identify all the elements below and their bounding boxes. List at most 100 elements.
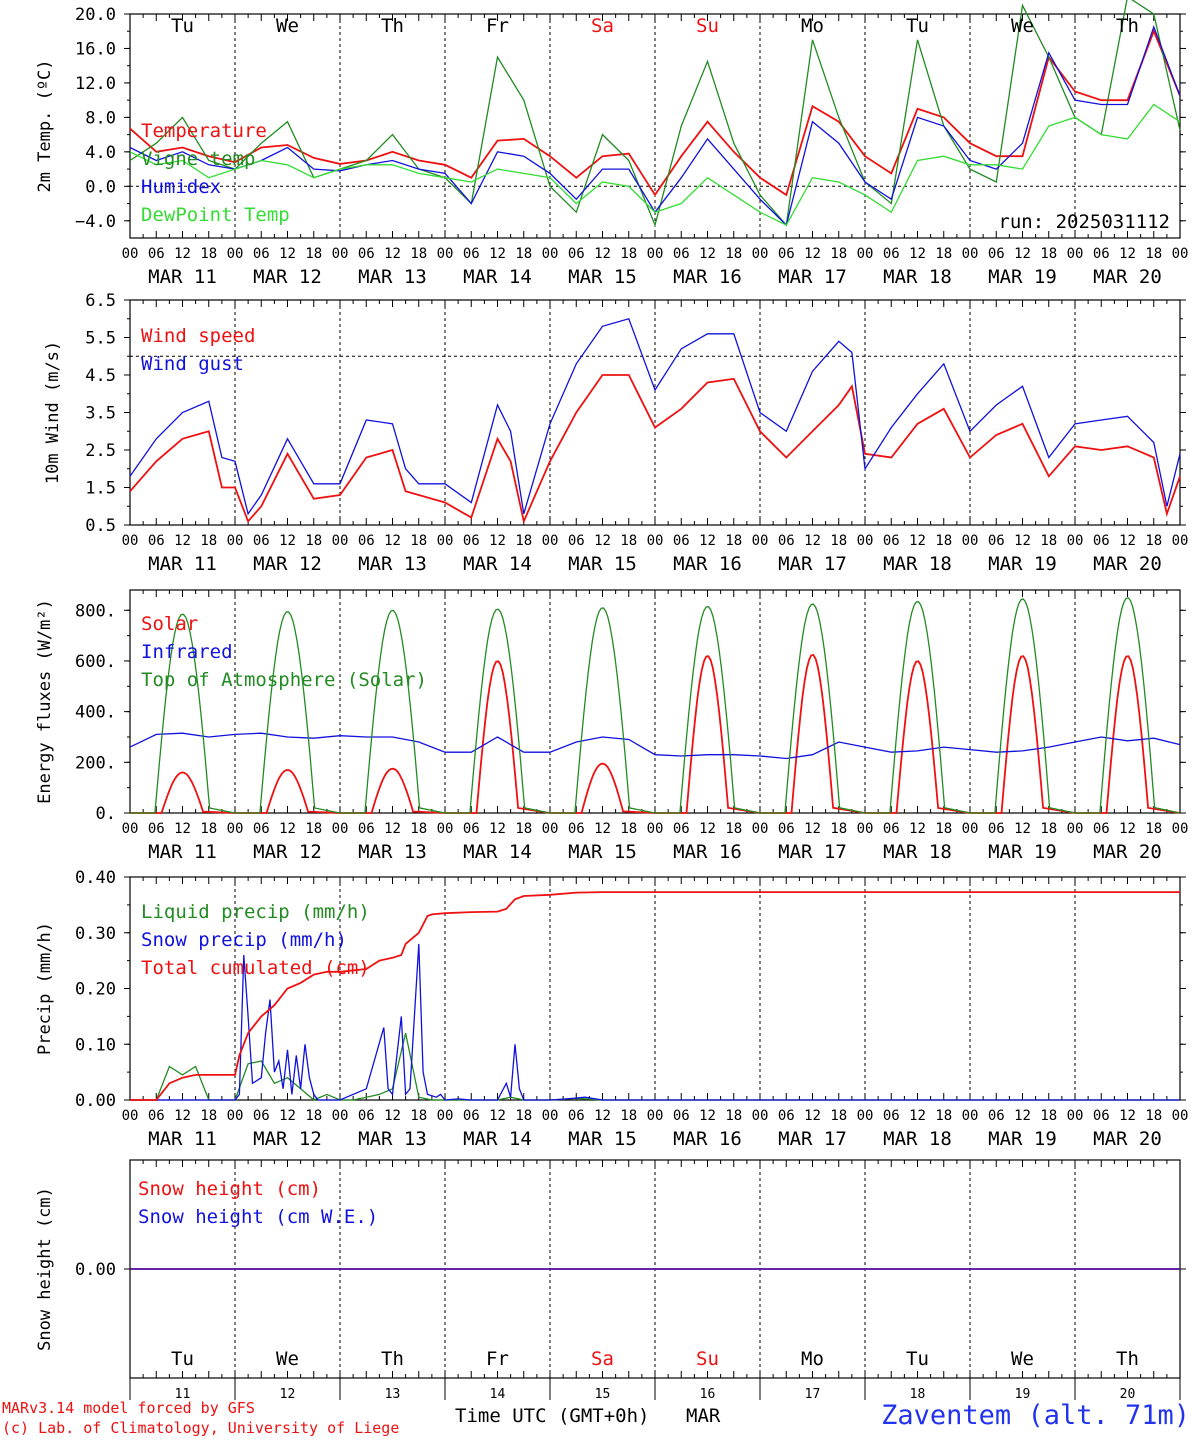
weekday-label: Fr xyxy=(486,1348,509,1370)
x-tick-label: 00 xyxy=(332,533,349,549)
x-tick-label: 12 xyxy=(699,1108,716,1124)
series-line-infrared xyxy=(129,732,1181,760)
series-line-temperature xyxy=(129,28,1181,197)
date-label: MAR 20 xyxy=(1093,1128,1162,1150)
x-tick-label: 00 xyxy=(122,1108,139,1124)
date-label: MAR 13 xyxy=(358,841,427,863)
x-tick-label: 00 xyxy=(122,533,139,549)
x-tick-label: 00 xyxy=(332,821,349,837)
date-label: MAR 18 xyxy=(883,841,952,863)
weekday-label: Th xyxy=(1116,15,1139,37)
y-axis-label: Precip (mm/h) xyxy=(35,922,55,1055)
x-tick-label: 12 xyxy=(804,246,821,262)
x-tick-label: 00 xyxy=(437,533,454,549)
x-tick-label: 06 xyxy=(568,1108,585,1124)
x-tick-label: 00 xyxy=(227,1108,244,1124)
date-label: MAR 16 xyxy=(673,841,742,863)
date-label: MAR 20 xyxy=(1093,266,1162,288)
x-tick-label: 06 xyxy=(358,246,375,262)
x-tick-label: 18 xyxy=(305,821,322,837)
station-label: Zaventem (alt. 71m) xyxy=(881,1400,1190,1431)
x-tick-label: 00 xyxy=(962,246,979,262)
legend-entry: Wind gust xyxy=(141,353,244,375)
x-tick-label: 06 xyxy=(988,821,1005,837)
x-tick-label: 00 xyxy=(647,246,664,262)
y-tick-label: 0.0 xyxy=(85,177,116,197)
x-tick-label: 12 xyxy=(1119,533,1136,549)
day-number-label: 15 xyxy=(595,1387,611,1402)
weekday-label: Sa xyxy=(591,15,614,37)
x-tick-label: 00 xyxy=(1067,246,1084,262)
x-tick-label: 12 xyxy=(909,1108,926,1124)
y-tick-label: 16.0 xyxy=(75,39,116,59)
x-tick-label: 18 xyxy=(935,821,952,837)
x-tick-label: 18 xyxy=(515,246,532,262)
weekday-label: Th xyxy=(381,1348,404,1370)
legend-entry: Top of Atmosphere (Solar) xyxy=(141,669,427,691)
x-tick-label: 00 xyxy=(542,533,559,549)
x-tick-label: 12 xyxy=(1014,533,1031,549)
date-label: MAR 19 xyxy=(988,266,1057,288)
lab-credit: (c) Lab. of Climatology, University of L… xyxy=(2,1419,400,1437)
x-tick-label: 06 xyxy=(1093,1108,1110,1124)
date-label: MAR 20 xyxy=(1093,553,1162,575)
x-tick-label: 00 xyxy=(962,533,979,549)
weekday-label: Sa xyxy=(591,1348,614,1370)
panel-energy: 0. 200. 400. 600. 800. Energy fluxes (W/m²) 00… xyxy=(35,589,1188,863)
y-tick-label: 0.00 xyxy=(75,1091,116,1111)
x-tick-label: 18 xyxy=(620,246,637,262)
x-tick-label: 00 xyxy=(227,821,244,837)
y-tick-label: 3.5 xyxy=(85,404,116,424)
x-tick-label: 18 xyxy=(935,246,952,262)
x-tick-label: 00 xyxy=(1067,533,1084,549)
x-tick-label: 18 xyxy=(1145,246,1162,262)
x-tick-label: 06 xyxy=(988,246,1005,262)
x-tick-label: 06 xyxy=(148,533,165,549)
x-tick-label: 06 xyxy=(568,533,585,549)
x-tick-label: 00 xyxy=(857,533,874,549)
y-tick-label: 200. xyxy=(75,753,116,773)
date-label: MAR 12 xyxy=(253,266,322,288)
x-tick-label: 18 xyxy=(1145,533,1162,549)
y-tick-label: 12.0 xyxy=(75,74,116,94)
x-tick-label: 12 xyxy=(384,821,401,837)
x-tick-label: 18 xyxy=(515,533,532,549)
x-tick-label: 18 xyxy=(620,533,637,549)
x-tick-label: 18 xyxy=(200,533,217,549)
run-label: run: 2025031112 xyxy=(998,211,1170,233)
x-tick-label: 06 xyxy=(1093,821,1110,837)
day-number-label: 16 xyxy=(700,1387,716,1402)
x-tick-label: 12 xyxy=(909,246,926,262)
x-tick-label: 06 xyxy=(988,1108,1005,1124)
x-tick-label: 00 xyxy=(752,821,769,837)
date-label: MAR 19 xyxy=(988,841,1057,863)
x-tick-label: 18 xyxy=(305,533,322,549)
weekday-label: Fr xyxy=(486,15,509,37)
y-tick-label: 1.5 xyxy=(85,479,116,499)
x-tick-label: 12 xyxy=(594,533,611,549)
panel-wind: 0.5 1.5 2.5 3.5 4.5 5.5 6.5 10m Wind (m/s) 00 06 1… xyxy=(43,291,1188,575)
x-tick-label: 12 xyxy=(279,1108,296,1124)
month-label: MAR xyxy=(686,1405,721,1427)
x-tick-label: 12 xyxy=(489,1108,506,1124)
x-tick-label: 18 xyxy=(410,533,427,549)
x-tick-label: 00 xyxy=(332,246,349,262)
x-tick-label: 12 xyxy=(699,246,716,262)
x-tick-label: 00 xyxy=(227,533,244,549)
x-tick-label: 00 xyxy=(437,246,454,262)
day-number-label: 14 xyxy=(490,1387,506,1402)
date-label: MAR 13 xyxy=(358,1128,427,1150)
legend-entry: Solar xyxy=(141,613,198,635)
x-tick-label: 00 xyxy=(857,821,874,837)
date-label: MAR 17 xyxy=(778,266,847,288)
x-tick-label: 00 xyxy=(542,246,559,262)
y-tick-label: 0. xyxy=(96,804,116,824)
date-label: MAR 16 xyxy=(673,266,742,288)
x-tick-label: 00 xyxy=(437,1108,454,1124)
date-label: MAR 11 xyxy=(148,841,217,863)
x-tick-label: 06 xyxy=(463,533,480,549)
x-tick-label: 12 xyxy=(174,533,191,549)
legend-entry: Infrared xyxy=(141,641,233,663)
y-tick-label: 400. xyxy=(75,703,116,723)
x-tick-label: 12 xyxy=(489,246,506,262)
